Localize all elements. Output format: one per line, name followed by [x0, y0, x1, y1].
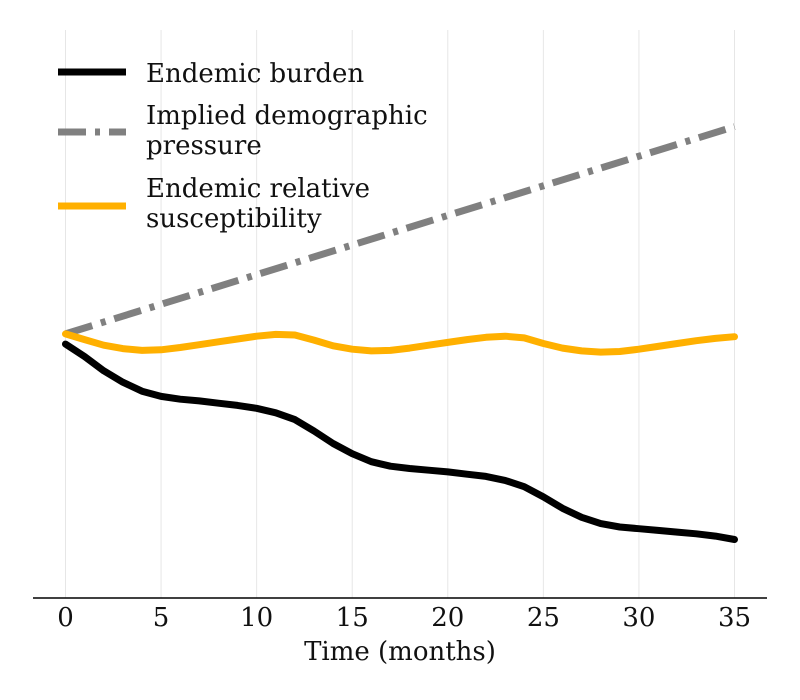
legend-label-line-2: susceptibility [146, 204, 322, 234]
gridlines [64, 30, 736, 598]
legend-label-endemic-relative-susceptibility: Endemic relative susceptibility [146, 174, 378, 234]
x-tick-label: 30 [622, 603, 655, 633]
x-tick-label: 10 [240, 603, 273, 633]
plot-area [62, 123, 738, 543]
x-tick-label: 15 [336, 603, 369, 633]
legend-label-line-1: Endemic relative [146, 174, 370, 204]
x-tick-label: 35 [718, 603, 751, 633]
x-tick-label: 0 [57, 603, 74, 633]
legend-label-implied-demographic-pressure: Implied demographic pressure [146, 101, 436, 161]
series-line-endemic-relative-susceptibility [62, 330, 738, 356]
legend: Endemic burden Implied demographic press… [58, 59, 436, 234]
x-tick-label: 20 [431, 603, 464, 633]
x-axis-title: Time (months) [304, 637, 496, 667]
legend-label-endemic-burden: Endemic burden [146, 59, 364, 89]
series-line-endemic-burden [62, 340, 738, 543]
x-tick-label: 5 [153, 603, 170, 633]
series-line-implied-demographic-pressure [64, 123, 736, 338]
legend-label-line-2: pressure [146, 131, 262, 161]
x-axis-ticks: 0 5 10 15 20 25 30 35 [57, 603, 751, 633]
legend-label-line-1: Implied demographic [146, 101, 428, 131]
x-tick-label: 25 [527, 603, 560, 633]
